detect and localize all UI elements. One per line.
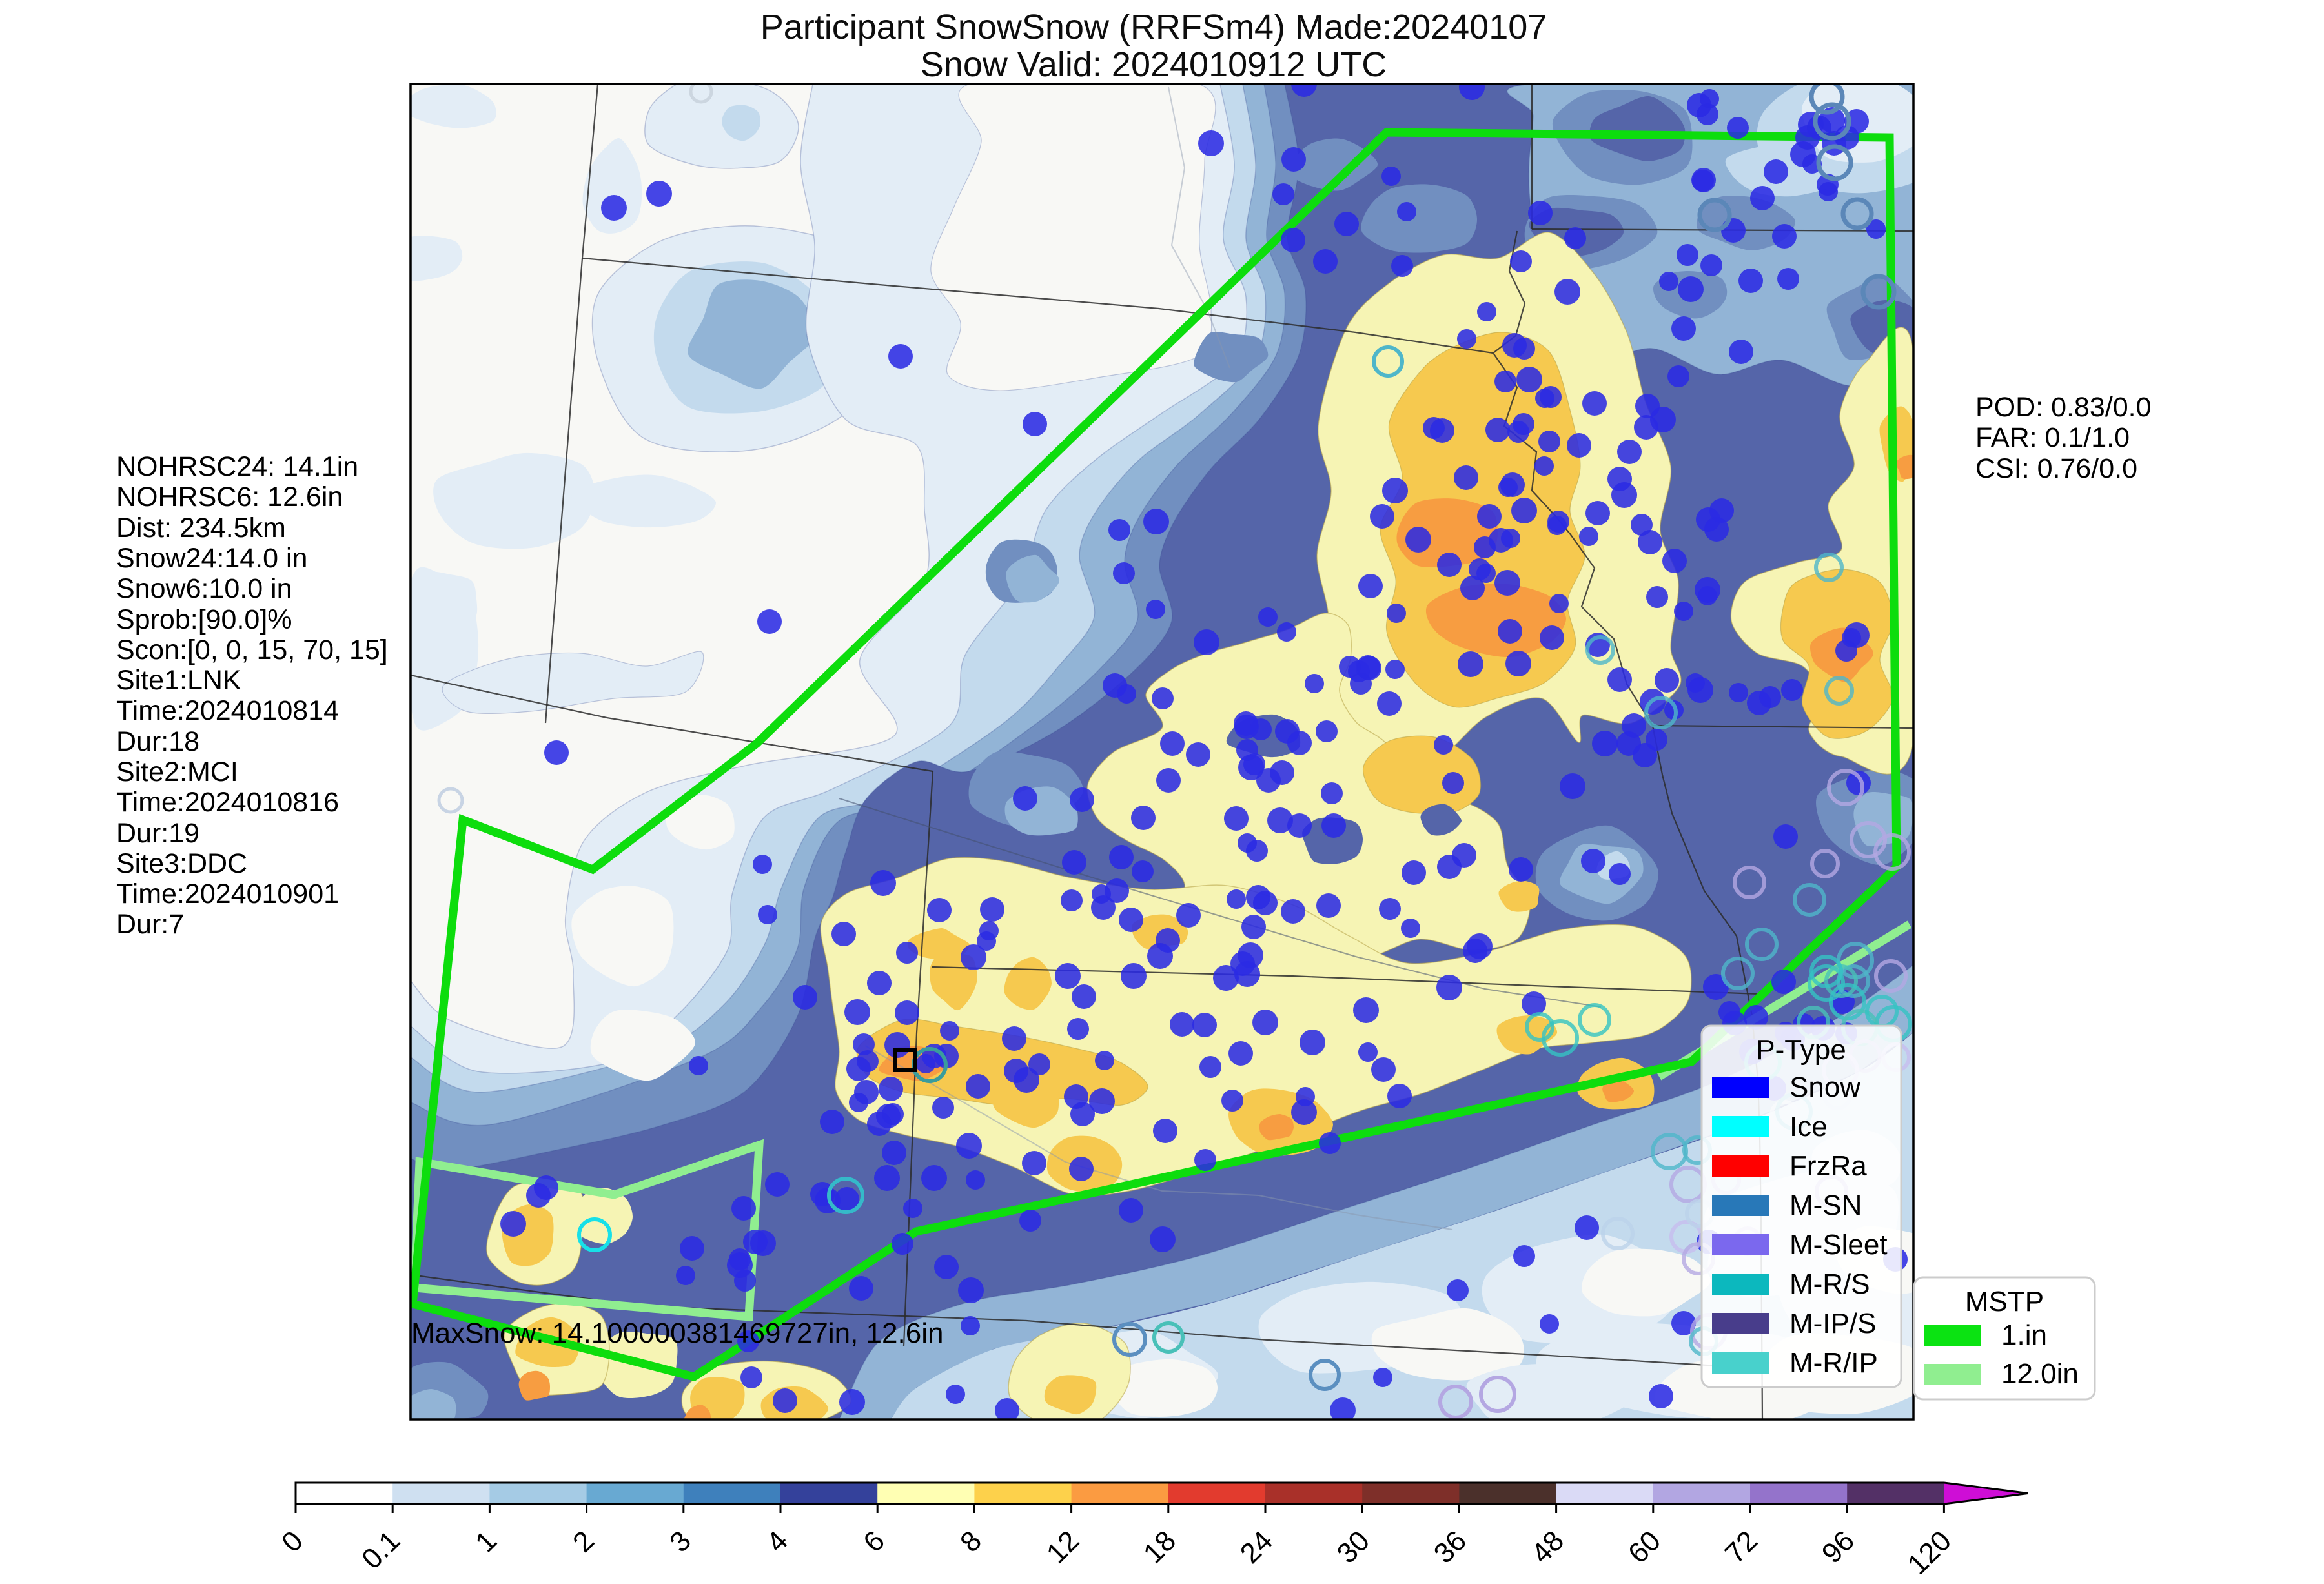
svg-text:Site1:LNK: Site1:LNK [116, 665, 241, 696]
svg-text:Snow24:14.0 in: Snow24:14.0 in [116, 543, 307, 574]
svg-text:Snow6:10.0 in: Snow6:10.0 in [116, 573, 292, 604]
svg-text:FrzRa: FrzRa [1789, 1150, 1867, 1182]
svg-text:Time:2024010901: Time:2024010901 [116, 878, 339, 909]
svg-text:POD: 0.83/0.0: POD: 0.83/0.0 [1975, 392, 2152, 423]
svg-text:M-Sleet: M-Sleet [1789, 1229, 1888, 1261]
svg-text:Dur:18: Dur:18 [116, 726, 199, 757]
svg-text:CSI: 0.76/0.0: CSI: 0.76/0.0 [1975, 453, 2137, 484]
svg-text:12.0in: 12.0in [2001, 1358, 2079, 1390]
svg-text:Participant SnowSnow (RRFSm4): Participant SnowSnow (RRFSm4) Made:20240… [760, 8, 1547, 46]
svg-text:Dur:19: Dur:19 [116, 818, 199, 849]
svg-text:Snow Valid: 2024010912 UTC: Snow Valid: 2024010912 UTC [921, 45, 1387, 84]
svg-text:M-R/S: M-R/S [1789, 1268, 1870, 1300]
svg-text:NOHRSC24: 14.1in: NOHRSC24: 14.1in [116, 451, 358, 482]
svg-text:NOHRSC6: 12.6in: NOHRSC6: 12.6in [116, 482, 343, 513]
svg-text:Time:2024010814: Time:2024010814 [116, 695, 339, 726]
svg-text:M-SN: M-SN [1789, 1190, 1862, 1221]
svg-text:P-Type: P-Type [1756, 1034, 1846, 1066]
svg-text:Site2:MCI: Site2:MCI [116, 756, 238, 787]
svg-text:Scon:[0, 0, 15, 70, 15]: Scon:[0, 0, 15, 70, 15] [116, 635, 388, 665]
svg-text:1.in: 1.in [2001, 1319, 2047, 1351]
svg-text:Site3:DDC: Site3:DDC [116, 848, 247, 879]
svg-text:Ice: Ice [1789, 1111, 1828, 1142]
svg-text:M-R/IP: M-R/IP [1789, 1347, 1878, 1379]
svg-text:M-IP/S: M-IP/S [1789, 1308, 1876, 1339]
svg-text:MSTP: MSTP [1965, 1286, 2044, 1317]
svg-text:FAR: 0.1/1.0: FAR: 0.1/1.0 [1975, 422, 2130, 453]
svg-text:Sprob:[90.0]%: Sprob:[90.0]% [116, 604, 292, 635]
svg-text:Dur:7: Dur:7 [116, 909, 184, 940]
svg-text:Dist: 234.5km: Dist: 234.5km [116, 513, 286, 543]
svg-text:Time:2024010816: Time:2024010816 [116, 787, 339, 818]
svg-text:Snow: Snow [1789, 1071, 1860, 1103]
svg-text:MaxSnow: 14.100000381469727in,: MaxSnow: 14.100000381469727in, 12.6in [411, 1317, 943, 1349]
